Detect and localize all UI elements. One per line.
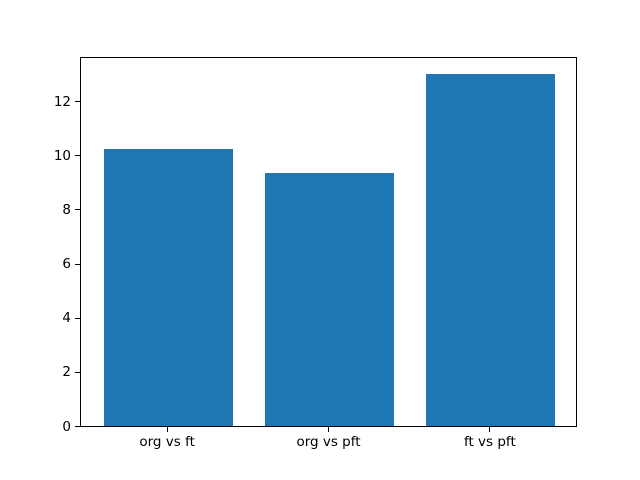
plot-area <box>81 58 576 426</box>
y-tick-mark <box>75 209 80 211</box>
bar-org-vs-ft <box>103 148 233 426</box>
y-tick-label: 4 <box>62 310 71 327</box>
y-tick-label: 8 <box>62 201 71 218</box>
x-tick-label: org vs ft <box>139 434 195 450</box>
x-tick-mark <box>328 427 329 432</box>
y-tick-mark <box>75 317 80 319</box>
x-tick-label: ft vs pft <box>463 434 516 450</box>
y-tick-label: 2 <box>62 364 71 381</box>
y-tick-mark <box>75 371 80 373</box>
axes <box>80 57 577 427</box>
y-tick-label: 10 <box>53 147 71 164</box>
y-tick-label: 0 <box>62 418 71 435</box>
y-tick-mark <box>75 101 80 103</box>
bar-org-vs-pft <box>264 172 395 426</box>
y-tick-label: 12 <box>53 93 71 110</box>
y-tick-label: 6 <box>62 256 71 273</box>
y-tick-mark <box>75 263 80 265</box>
y-tick-mark <box>75 426 80 427</box>
x-tick-mark <box>166 427 168 432</box>
y-tick-mark <box>75 155 80 157</box>
bar-ft-vs-pft <box>426 73 556 426</box>
x-tick-label: org vs pft <box>296 434 361 450</box>
x-tick-mark <box>489 427 491 432</box>
